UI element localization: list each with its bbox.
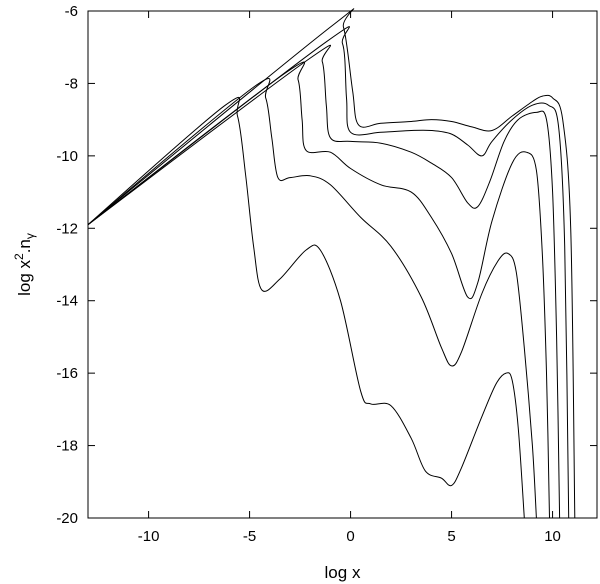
y-axis-label: log x2.nγ xyxy=(12,233,37,296)
y-tick-label: -16 xyxy=(56,365,78,382)
y-tick-label: -14 xyxy=(56,293,78,310)
y-tick-label: -8 xyxy=(65,75,78,92)
y-tick-label: -20 xyxy=(56,510,78,527)
y-axis-label-main: log x xyxy=(15,259,34,295)
y-axis-label-sup: 2 xyxy=(12,253,26,260)
x-tick-label: -5 xyxy=(243,528,256,545)
series-line-6 xyxy=(87,8,576,519)
y-tick-label: -18 xyxy=(56,438,78,455)
series-line-5 xyxy=(87,26,570,519)
x-axis-label: log x xyxy=(325,563,361,582)
x-tick-label: -10 xyxy=(138,528,160,545)
x-tick-label: 0 xyxy=(346,528,354,545)
series-line-4 xyxy=(87,44,561,519)
plot-frame xyxy=(87,10,598,519)
y-tick-label: -6 xyxy=(65,3,78,20)
x-tick-label: 10 xyxy=(544,528,561,545)
series-curves xyxy=(87,8,576,519)
axis-tick-labels: -10 -5 0 5 10 -20 -18 -16 -14 -12 -10 -8 -6 xyxy=(56,3,561,545)
series-line-1 xyxy=(87,96,525,519)
y-tick-label: -10 xyxy=(56,148,78,165)
x-tick-label: 5 xyxy=(447,528,455,545)
y-axis-label-sub: γ xyxy=(23,233,37,239)
axis-ticks xyxy=(88,10,597,519)
y-tick-label: -12 xyxy=(56,220,78,237)
y-axis-label-mid: .n xyxy=(15,239,34,253)
series-line-2 xyxy=(87,78,537,519)
series-line-3 xyxy=(87,61,550,519)
